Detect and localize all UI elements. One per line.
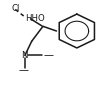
- Text: —: —: [43, 50, 53, 60]
- Text: HHO: HHO: [25, 14, 44, 23]
- Text: Cl: Cl: [11, 4, 19, 13]
- Text: N: N: [21, 51, 28, 60]
- Text: —: —: [18, 65, 28, 75]
